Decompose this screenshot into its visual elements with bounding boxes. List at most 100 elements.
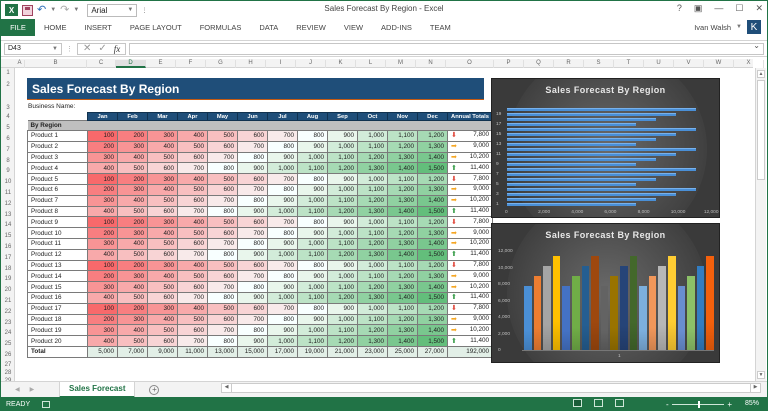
value-cell[interactable]: 500 [207,259,238,272]
value-cell[interactable]: 1,100 [297,162,328,175]
tab-insert[interactable]: INSERT [84,23,112,32]
value-cell[interactable]: 1,100 [357,227,388,239]
month-header-jan[interactable]: Jan [87,112,118,121]
value-cell[interactable]: 1,100 [297,205,328,218]
column-product-20[interactable] [706,255,714,350]
bar-product-6[interactable] [507,177,657,181]
column-header-d[interactable]: D [116,60,146,68]
value-cell[interactable]: 400 [147,227,178,239]
page-break-view-icon[interactable] [615,399,624,407]
value-cell[interactable]: 100 [87,130,118,142]
value-cell[interactable]: 1,500 [417,335,448,347]
annual-total-cell[interactable]: ⬇ 7,800 [447,173,493,185]
value-cell[interactable]: 400 [177,173,208,185]
value-cell[interactable]: 1,400 [417,281,448,293]
formula-bar-splitter[interactable]: ⋮ [66,45,73,53]
value-cell[interactable]: 500 [147,194,178,207]
row-header[interactable]: 2 [6,82,10,88]
value-cell[interactable]: 600 [237,216,268,229]
value-cell[interactable]: 600 [207,140,238,153]
column-product-7[interactable] [581,265,590,350]
product-name[interactable]: Product 11 [27,237,88,250]
annual-total-cell[interactable]: ⬇ 7,800 [447,216,493,229]
value-cell[interactable]: 300 [147,130,178,142]
column-header-t[interactable]: T [614,60,644,68]
zoom-knob[interactable] [697,400,700,408]
value-cell[interactable]: 1,000 [267,248,298,261]
value-cell[interactable]: 200 [117,130,148,142]
bar-product-10[interactable] [507,157,657,161]
value-cell[interactable]: 500 [147,281,178,293]
add-sheet-icon[interactable]: + [149,384,160,395]
zoom-level[interactable]: 85% [745,400,760,407]
value-cell[interactable]: 900 [237,205,268,218]
total-cell[interactable]: 13,000 [207,345,238,358]
value-cell[interactable]: 1,100 [327,237,358,250]
column-product-4[interactable] [552,255,561,350]
cancel-icon[interactable]: ✕ [83,43,92,54]
value-cell[interactable]: 800 [207,291,238,304]
value-cell[interactable]: 700 [177,205,208,218]
value-cell[interactable]: 800 [237,281,268,293]
product-name[interactable]: Product 4 [27,162,88,175]
value-cell[interactable]: 1,000 [357,173,388,185]
value-cell[interactable]: 900 [237,248,268,261]
value-cell[interactable]: 500 [177,140,208,153]
row-header[interactable]: 28 [4,370,12,376]
value-cell[interactable]: 500 [177,227,208,239]
value-cell[interactable]: 1,200 [357,194,388,207]
value-cell[interactable]: 800 [267,270,298,283]
column-header-g[interactable]: G [206,60,236,68]
value-cell[interactable]: 700 [177,291,208,304]
value-cell[interactable]: 1,000 [327,227,358,239]
value-cell[interactable]: 800 [237,151,268,164]
value-cell[interactable]: 700 [207,281,238,293]
value-cell[interactable]: 600 [147,291,178,304]
value-cell[interactable]: 600 [237,302,268,315]
value-cell[interactable]: 1,000 [267,205,298,218]
value-cell[interactable]: 900 [237,162,268,175]
product-name[interactable]: Product 10 [27,227,88,239]
bar-product-2[interactable] [507,197,657,201]
value-cell[interactable]: 800 [267,183,298,196]
annual-total-cell[interactable]: ⬇ 7,800 [447,259,493,272]
tab-page-layout[interactable]: PAGE LAYOUT [129,23,182,32]
font-name-select[interactable]: Arial ▼ [87,3,138,17]
value-cell[interactable]: 900 [267,194,298,207]
annual-total-cell[interactable]: ➡ 9,000 [447,227,493,239]
value-cell[interactable]: 800 [207,248,238,261]
value-cell[interactable]: 400 [147,313,178,326]
value-cell[interactable]: 500 [117,162,148,175]
value-cell[interactable]: 200 [87,313,118,326]
annual-total-cell[interactable]: ⬆ 11,400 [447,248,493,261]
total-label[interactable]: Total [27,345,88,358]
product-name[interactable]: Product 17 [27,302,88,315]
column-header-m[interactable]: M [386,60,416,68]
row-header[interactable]: 19 [4,276,12,283]
value-cell[interactable]: 400 [87,205,118,218]
month-header-sep[interactable]: Sep [327,112,358,121]
value-cell[interactable]: 900 [267,324,298,337]
value-cell[interactable]: 1,500 [417,248,448,261]
value-cell[interactable]: 700 [267,173,298,185]
value-cell[interactable]: 400 [87,248,118,261]
grand-total-cell[interactable]: 192,000 [447,345,493,358]
row-header[interactable]: 7 [6,146,10,153]
value-cell[interactable]: 1,000 [267,291,298,304]
column-header-o[interactable]: O [446,60,494,68]
value-cell[interactable]: 800 [207,205,238,218]
value-cell[interactable]: 1,000 [327,140,358,153]
value-cell[interactable]: 1,400 [387,248,418,261]
value-cell[interactable]: 800 [267,313,298,326]
value-cell[interactable]: 400 [177,216,208,229]
column-product-11[interactable] [620,265,628,350]
column-product-9[interactable] [600,285,609,350]
product-name[interactable]: Product 15 [27,281,88,293]
value-cell[interactable]: 1,200 [327,248,358,261]
value-cell[interactable]: 400 [87,335,118,347]
total-cell[interactable]: 19,000 [297,345,328,358]
horizontal-scrollbar[interactable]: ◀ ▶ [221,383,761,393]
tab-file[interactable]: FILE [1,19,35,36]
value-cell[interactable]: 200 [87,227,118,239]
value-cell[interactable]: 1,300 [417,270,448,283]
